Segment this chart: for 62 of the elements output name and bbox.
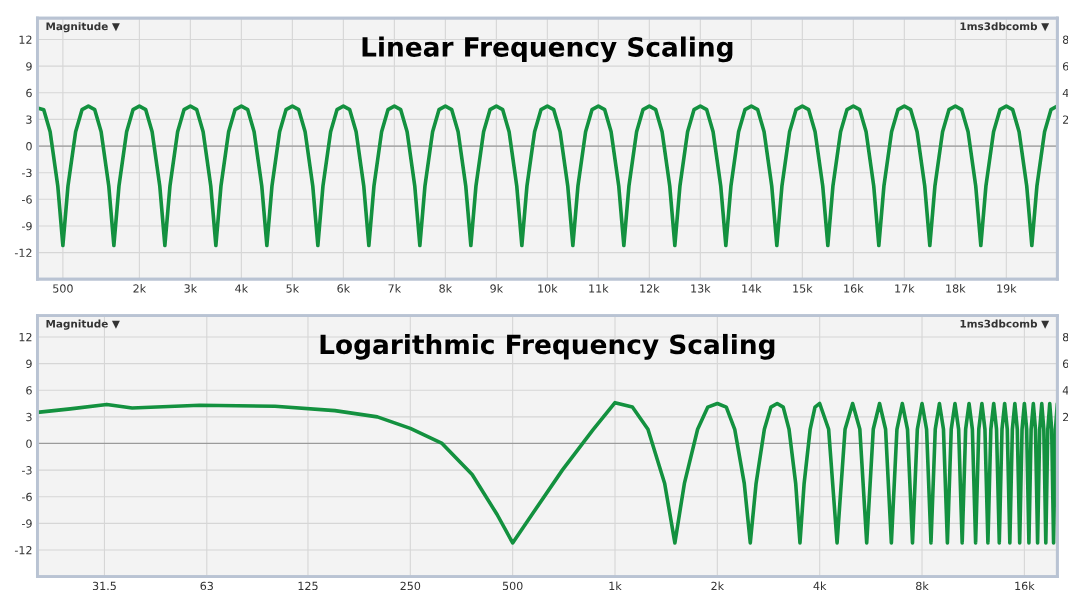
y2-tick-label: 2 <box>1063 412 1068 422</box>
x-tick-label: 18k <box>946 284 966 293</box>
y-tick-label: -6 <box>21 492 32 502</box>
line-series <box>37 104 1058 248</box>
y2-tick-label: 6 <box>1062 62 1068 71</box>
y-tick-label: -6 <box>21 195 32 204</box>
x-tick-label: 7k <box>388 284 402 293</box>
y-tick-label: 3 <box>26 412 32 422</box>
y-tick-label: -9 <box>21 221 32 231</box>
x-tick-label: 13k <box>691 284 711 293</box>
y-tick-label: 6 <box>26 386 32 395</box>
text: Logarithmic Frequency Scaling <box>320 333 775 360</box>
y-tick-label: -3 <box>21 168 32 178</box>
y-tick-label: 0 <box>26 439 32 448</box>
x-tick-label: 5k <box>286 284 300 293</box>
x-tick-label: 125 <box>298 581 318 591</box>
x-tick-label: 14k <box>742 284 762 293</box>
x-tick-label: 3k <box>184 284 198 293</box>
x-tick-label: 500 <box>502 581 523 591</box>
y-tick-label: -9 <box>21 519 32 528</box>
y-tick-label: -12 <box>14 248 32 257</box>
y2-tick-label: 8 <box>1062 332 1068 342</box>
x-tick-label: 19k <box>997 284 1017 293</box>
x-tick-label: 4k <box>813 581 827 590</box>
y2-tick-label: 4 <box>1062 88 1068 98</box>
x-tick-label: 63 <box>200 581 213 591</box>
annotation: Magnitude ▼ <box>46 319 120 330</box>
x-tick-label: 12k <box>640 284 660 293</box>
y-tick-label: 12 <box>19 332 32 342</box>
y-tick-label: 9 <box>26 62 32 71</box>
x-tick-label: 2k <box>133 284 147 293</box>
x-tick-label: 31.5 <box>92 581 116 591</box>
y-tick-label: 9 <box>26 359 32 368</box>
annotation: Magnitude ▼ <box>46 22 120 33</box>
x-tick-label: 9k <box>490 284 504 293</box>
x-tick-label: 250 <box>400 581 421 591</box>
y2-tick-label: 4 <box>1062 386 1068 395</box>
x-tick-label: 8k <box>916 581 929 591</box>
y2-tick-label: 8 <box>1062 35 1068 44</box>
y-tick-label: 0 <box>26 142 32 151</box>
y-tick-label: 12 <box>19 35 32 44</box>
y-tick-label: 3 <box>26 115 32 124</box>
annotation: 1ms3dbcomb ▼ <box>960 319 1050 329</box>
x-tick-label: 2k <box>711 581 725 590</box>
annotation: 1ms3dbcomb ▼ <box>960 22 1050 32</box>
x-tick-label: 1k <box>609 581 622 590</box>
x-tick-label: 500 <box>53 284 73 293</box>
x-tick-label: 8k <box>439 284 453 293</box>
y-tick-label: 6 <box>26 88 32 98</box>
x-tick-label: 4k <box>235 284 249 293</box>
y-tick-label: -3 <box>21 466 32 475</box>
x-tick-label: 15k <box>793 284 813 293</box>
x-tick-label: 10k <box>538 284 558 293</box>
x-tick-label: 6k <box>337 284 351 293</box>
x-tick-label: 16k <box>844 284 864 293</box>
x-tick-label: 16k <box>1015 581 1035 591</box>
x-tick-label: 17k <box>895 284 915 293</box>
y2-tick-label: 2 <box>1063 115 1068 124</box>
x-tick-label: 11k <box>589 284 609 293</box>
y-tick-label: -12 <box>14 545 32 555</box>
text: Linear Frequency Scaling <box>362 36 733 63</box>
y2-tick-label: 6 <box>1062 359 1068 368</box>
